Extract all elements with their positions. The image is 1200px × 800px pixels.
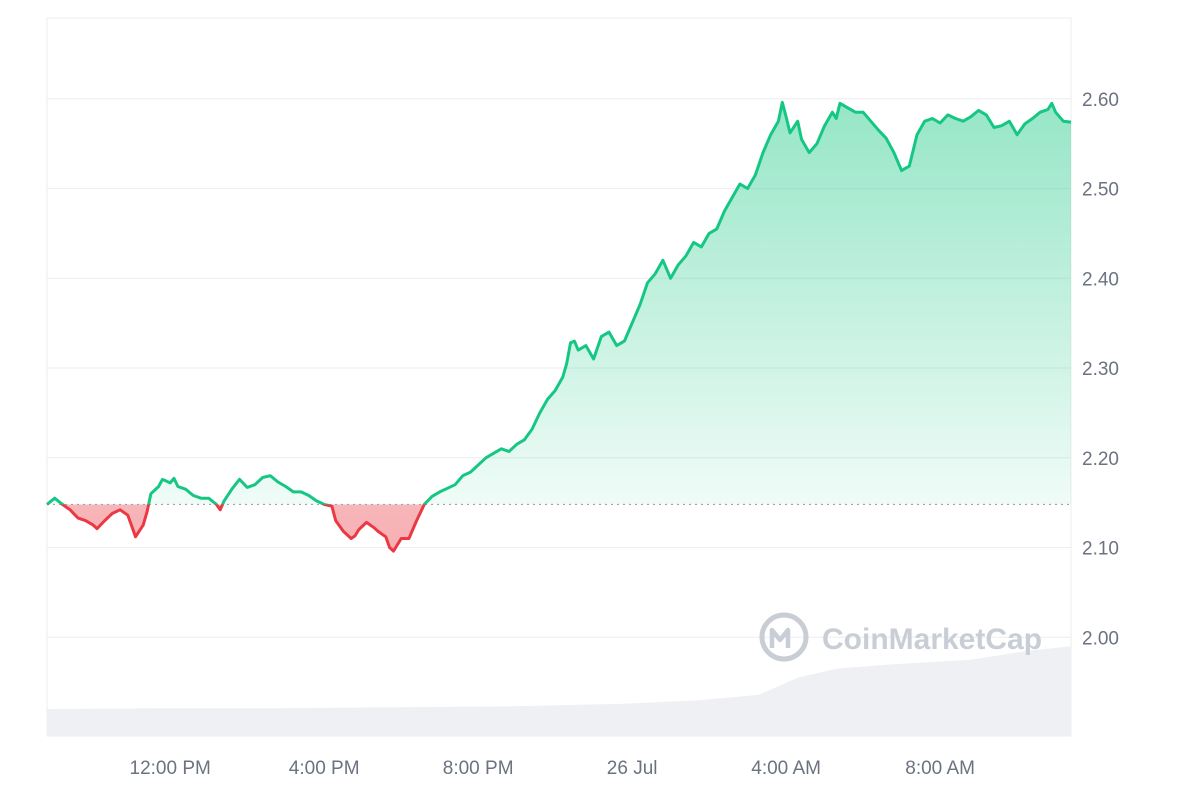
coinmarketcap-watermark: CoinMarketCap (759, 612, 1042, 662)
y-tick-label: 2.40 (1082, 269, 1119, 290)
x-axis: 12:00 PM 4:00 PM 8:00 PM 26 Jul 4:00 AM 8:00 … (130, 758, 975, 779)
price-area-above-baseline (47, 102, 1071, 505)
x-tick-label: 8:00 PM (443, 758, 514, 779)
x-tick-label: 12:00 PM (130, 758, 211, 779)
x-tick-label: 4:00 PM (289, 758, 360, 779)
y-axis: 2.00 2.10 2.20 2.30 2.40 2.50 2.60 (1082, 90, 1119, 650)
y-tick-label: 2.20 (1082, 449, 1119, 470)
price-area-below-baseline (62, 504, 425, 552)
price-line-above-baseline (46, 100, 1072, 505)
y-tick-label: 2.50 (1082, 180, 1119, 201)
x-tick-label: 8:00 AM (905, 758, 975, 779)
y-tick-label: 2.10 (1082, 539, 1119, 560)
x-tick-label: 26 Jul (607, 758, 658, 779)
watermark-text: CoinMarketCap (822, 623, 1042, 656)
volume-area (47, 646, 1071, 736)
y-tick-label: 2.60 (1082, 90, 1119, 111)
y-tick-label: 2.00 (1082, 628, 1119, 649)
y-tick-label: 2.30 (1082, 359, 1119, 380)
x-tick-label: 4:00 AM (751, 758, 821, 779)
coinmarketcap-logo-icon (759, 612, 809, 662)
